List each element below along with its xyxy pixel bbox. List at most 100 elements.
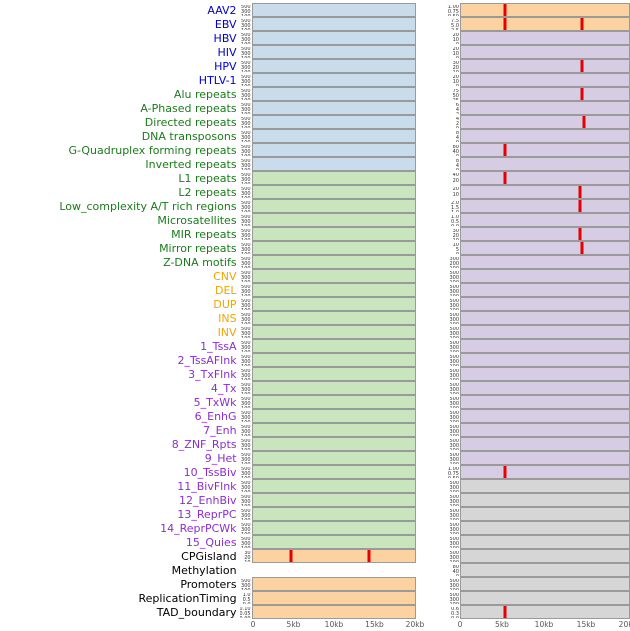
row-label: 11_BivFlnk [177,479,237,493]
y-tick-label: 4 [455,106,459,113]
row-label: HBV [213,31,237,45]
track-panel-right [460,367,630,381]
y-tick-label: 500 [241,200,251,206]
y-axis-ticks-right: 500300100 [446,593,460,604]
left-panel-group: 500300100 [240,507,416,521]
y-axis-ticks-left: 500300100 [240,243,252,254]
row-label: HPV [214,59,237,73]
y-tick-label: 0 [456,252,459,254]
y-tick-label: 8 [455,158,459,164]
signal-spike [503,172,507,184]
y-tick-label: 10 [244,560,250,562]
row-label: INS [218,311,237,325]
left-panel-group: 500300100 [240,129,416,143]
track-panel-left [251,563,416,577]
row-label: Alu repeats [173,87,237,101]
left-panel-group: 0.100.050.00 [240,605,416,619]
y-tick-label: 100 [241,210,251,212]
y-axis-ticks-right: 1.00.50.0 [446,215,460,226]
y-tick-label: 100 [449,560,459,562]
signal-spike [578,228,582,240]
track-panel-left [251,577,416,591]
y-tick-label: 300 [241,428,251,435]
track-panel-left [251,297,416,311]
track-panel-right [460,465,630,479]
track-row: DNA transposons 500300100 840 [0,129,630,143]
y-tick-label: 100 [241,280,251,282]
y-axis-ticks-left: 500300100 [240,481,252,492]
y-tick-label: 1.0 [242,592,251,598]
right-panel-group: 500300100 [446,395,630,409]
track-row: 8_ZNF_Rpts 500300100 500300100 [0,437,630,451]
track-panel-right [460,185,630,199]
x-tick-label: 5kb [286,620,301,629]
y-tick-label: 0.3 [451,610,459,617]
right-panel-group: 40 20 [446,171,630,185]
y-tick-label: 100 [241,588,251,590]
y-tick-label: 300 [241,582,251,589]
y-tick-label: 0 [456,168,459,170]
y-axis-ticks-left: 500300100 [240,411,252,422]
y-tick-label: 300 [449,372,459,379]
y-tick-label: 100 [241,378,251,380]
y-tick-label: 100 [449,336,459,338]
y-tick-label: 0.0 [243,602,251,604]
y-tick-label: 300 [449,256,459,262]
left-panel-group: 500300100 [240,451,416,465]
y-tick-label: 100 [241,420,251,422]
y-axis-ticks-right: 1050 [446,243,460,254]
y-tick-label: 500 [241,396,251,402]
right-panel-group: 500300100 [446,269,630,283]
y-tick-label: 10 [452,78,459,85]
y-tick-label: 300 [241,400,251,407]
track-row: HIV 500300100 20100 [0,45,630,59]
signal-spike [503,466,507,478]
y-axis-ticks-right: 642 [446,103,460,114]
right-panel-group: 840 [446,129,630,143]
track-row: Inverted repeats 500300100 840 [0,157,630,171]
track-panel-left [251,409,416,423]
y-tick-label: 10 [453,70,459,72]
right-panel-group: 2.01.51.00.5 [446,199,630,213]
y-tick-label: 500 [449,536,459,542]
y-tick-label: 300 [241,176,251,183]
y-axis-ticks-left: 500300100 [240,117,252,128]
y-axis-ticks-left: 500300100 [240,215,252,226]
right-panel-group: 1050 [446,241,630,255]
track-row: 10_TssBiv 500300100 1.000.750.500.25 [0,465,630,479]
row-label: 8_ZNF_Rpts [171,437,237,451]
y-tick-label: 300 [449,302,459,309]
y-tick-label: 500 [241,536,251,542]
y-axis-ticks-right: 1.000.750.500.25 [446,5,460,16]
row-label: 5_TxWk [193,395,237,409]
y-tick-label: 4 [455,116,459,122]
track-row: 11_BivFlnk 500300100 500300100 [0,479,630,493]
y-tick-label: 300 [449,400,459,407]
right-panel-group: 500300100 [446,577,630,591]
y-tick-label: 300 [449,330,459,337]
y-tick-label: 500 [241,4,251,10]
right-panel-group: 500300100 [446,535,630,549]
right-panel-group: 500300100 [446,591,630,605]
track-panel-right [460,591,630,605]
y-tick-label: 40 [452,172,459,178]
y-tick-label: 100 [241,532,251,534]
y-tick-label: 300 [241,456,251,463]
y-tick-label: 0 [456,126,459,128]
y-tick-label: 0.5 [242,596,251,603]
y-tick-label: 100 [449,518,459,520]
track-row: CNV 500300100 500300100 [0,269,630,283]
track-panel-left [251,353,416,367]
right-panel-group: 500300100 [446,479,630,493]
y-tick-label: 300 [241,512,251,519]
y-tick-label: 300 [241,344,251,351]
y-tick-label: 30 [452,60,459,66]
y-tick-label: 100 [241,140,251,142]
y-tick-label: 20 [452,46,459,52]
y-tick-label: 100 [241,182,251,184]
row-label: 3_TxFlnk [188,367,237,381]
y-tick-label: 100 [241,14,251,16]
y-tick-label: 500 [449,578,459,584]
y-axis-ticks-right: 500300100 [446,579,460,590]
y-tick-label: 500 [241,522,251,528]
